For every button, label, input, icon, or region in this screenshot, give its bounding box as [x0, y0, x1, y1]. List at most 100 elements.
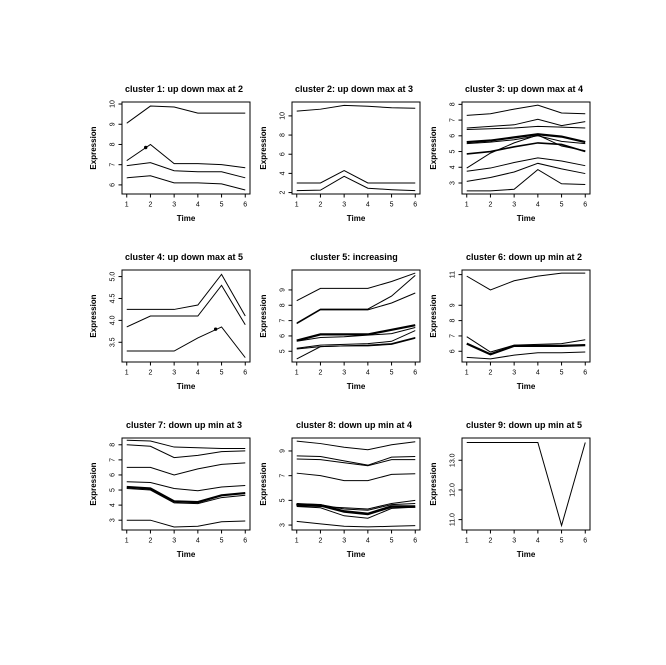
x-tick-label: 4	[536, 370, 540, 377]
panel-plot: 1 2 3 4 5 6 2 4 6 8 10 Time Expression	[259, 101, 421, 223]
series-line-8	[296, 337, 416, 360]
x-tick-label: 2	[488, 202, 492, 209]
panel-plot: 1 2 3 4 5 6 3 4 5 6 7 8 Time Expression	[429, 101, 591, 223]
x-tick-label: 3	[172, 370, 176, 377]
series-line-4	[296, 472, 416, 482]
data-point-marker	[144, 145, 148, 150]
series-line-3	[296, 458, 416, 467]
x-tick-label: 1	[125, 538, 129, 545]
y-tick-label: 10	[110, 100, 117, 108]
cluster-panel-3: cluster 3: up down max at 4 1 2 3 4 5 6 3 4 5 6 7 8 T…	[426, 82, 596, 250]
x-tick-label: 4	[366, 202, 370, 209]
series-line-3	[126, 162, 246, 179]
series-line-3	[466, 342, 586, 356]
y-tick-label: 8	[110, 443, 117, 447]
x-tick-label: 2	[488, 538, 492, 545]
plot-box	[461, 269, 591, 363]
cluster-panel-4: cluster 4: up down max at 5 1 2 3 4 5 6 3.5 4.0 4…	[86, 250, 256, 418]
x-tick-label: 6	[243, 370, 247, 377]
y-tick-label: 4	[450, 165, 457, 169]
x-tick-label: 2	[488, 370, 492, 377]
y-tick-label: 12.0	[450, 483, 457, 497]
x-tick-label: 1	[465, 538, 469, 545]
y-axis-label: Expression	[429, 126, 438, 169]
x-tick-label: 1	[295, 538, 299, 545]
y-tick-label: 7	[450, 118, 457, 122]
y-axis-label: Expression	[259, 126, 268, 169]
series-line-9	[296, 520, 416, 528]
y-tick-label: 8	[280, 133, 287, 137]
panel-plot: 1 2 3 4 5 6 3.5 4.0 4.5 5.0 Time Expression	[89, 269, 251, 391]
x-tick-label: 3	[342, 202, 346, 209]
y-tick-label: 2	[280, 191, 287, 195]
series-line-1	[296, 272, 416, 302]
panel-title: cluster 4: up down max at 5	[124, 252, 244, 262]
series-line-3	[466, 125, 586, 131]
y-tick-label: 4.0	[110, 315, 117, 325]
series-line-7	[126, 519, 246, 528]
y-tick-label: 7	[110, 163, 117, 167]
cluster-plot-grid: cluster 1: up down max at 2 1 2 3 4 5 6 6 7 8 9 10 T…	[86, 82, 596, 586]
x-tick-label: 5	[390, 370, 394, 377]
cluster-panel-2: cluster 2: up down max at 3 1 2 3 4 5 6 2 4 6 8 10 T…	[256, 82, 426, 250]
panel-title: cluster 8: down up min at 4	[295, 420, 412, 430]
y-tick-label: 7	[110, 458, 117, 462]
plot-box	[291, 101, 421, 195]
x-axis-label: Time	[517, 550, 536, 559]
panel-title: cluster 1: up down max at 2	[124, 84, 244, 94]
y-tick-label: 9	[280, 288, 287, 292]
x-tick-label: 2	[318, 370, 322, 377]
x-tick-label: 6	[583, 538, 587, 545]
panel-plot: 1 2 3 4 5 6 6 7 8 9 10 Time Expression	[89, 100, 251, 223]
y-tick-label: 3	[450, 181, 457, 185]
x-tick-label: 3	[172, 202, 176, 209]
x-axis-label: Time	[177, 382, 196, 391]
series-line-9	[466, 162, 586, 182]
series-line-4	[466, 133, 586, 144]
y-tick-label: 3	[110, 518, 117, 522]
x-tick-label: 4	[536, 538, 540, 545]
plot-box	[461, 101, 591, 195]
panel-title: cluster 2: up down max at 3	[294, 84, 414, 94]
y-axis-label: Expression	[259, 294, 268, 337]
y-tick-label: 6	[450, 349, 457, 353]
x-axis-label: Time	[177, 550, 196, 559]
y-tick-label: 4	[280, 171, 287, 175]
x-tick-label: 6	[413, 202, 417, 209]
plot-box	[291, 269, 421, 363]
y-tick-label: 6	[280, 334, 287, 338]
series-line-8	[296, 499, 416, 510]
y-axis-label: Expression	[89, 294, 98, 337]
plot-box	[291, 437, 421, 531]
y-tick-label: 7	[450, 334, 457, 338]
y-tick-label: 8	[110, 142, 117, 146]
series-line-6	[296, 330, 416, 349]
y-tick-label: 8	[450, 319, 457, 323]
data-point-marker	[213, 327, 218, 331]
x-axis-label: Time	[347, 382, 366, 391]
y-axis-label: Expression	[429, 462, 438, 505]
y-tick-label: 6	[110, 473, 117, 477]
panel-plot: 1 2 3 4 5 6 3 5 7 9 Time Expression	[259, 437, 421, 559]
x-tick-label: 3	[512, 538, 516, 545]
panel-title: cluster 9: down up min at 5	[465, 420, 582, 430]
x-tick-label: 4	[536, 202, 540, 209]
y-tick-label: 11	[450, 271, 457, 278]
y-axis-label: Expression	[429, 294, 438, 337]
x-axis-label: Time	[347, 214, 366, 223]
y-tick-label: 4	[110, 503, 117, 507]
x-tick-label: 2	[148, 538, 152, 545]
x-tick-label: 2	[318, 538, 322, 545]
series-line-6	[126, 488, 246, 505]
x-tick-label: 4	[366, 538, 370, 545]
series-line-5	[126, 485, 246, 504]
x-tick-label: 4	[366, 370, 370, 377]
x-tick-label: 4	[196, 538, 200, 545]
x-tick-label: 2	[148, 202, 152, 209]
x-tick-label: 1	[125, 202, 129, 209]
y-tick-label: 5	[110, 488, 117, 492]
series-line-4	[126, 175, 246, 191]
y-tick-label: 3	[280, 523, 287, 527]
x-tick-label: 6	[243, 538, 247, 545]
series-line-3	[296, 292, 416, 325]
